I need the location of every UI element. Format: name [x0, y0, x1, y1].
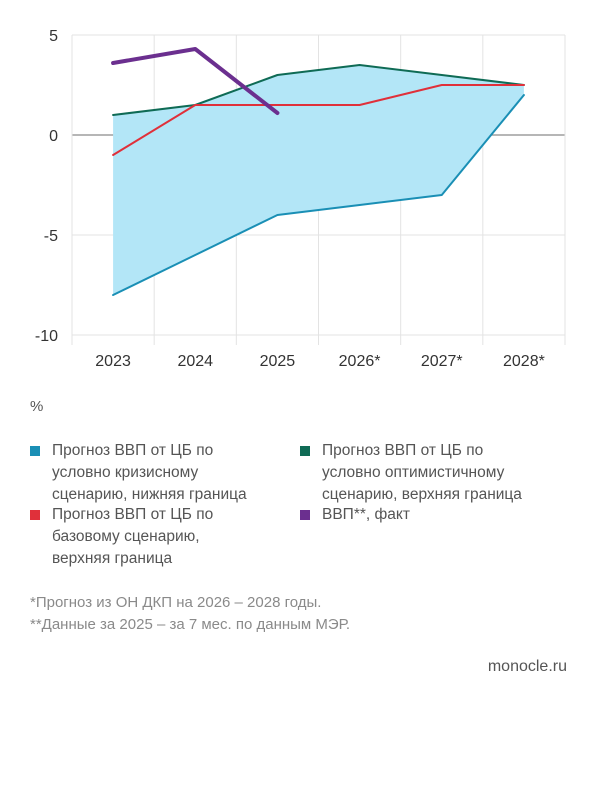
footnote-1: *Прогноз из ОН ДКП на 2026 – 2028 годы.	[30, 594, 322, 611]
x-tick-label: 2026*	[339, 353, 381, 370]
x-tick-label: 2024	[177, 353, 213, 370]
y-tick-label: 5	[49, 28, 58, 45]
footnote-2: **Данные за 2025 – за 7 мес. по данным М…	[30, 616, 351, 633]
x-tick-label: 2023	[95, 353, 131, 370]
legend-item-optimistic: Прогноз ВВП от ЦБ по условно оптимистичн…	[300, 440, 522, 506]
x-tick-label: 2028*	[503, 353, 545, 370]
y-axis-ticks: 5 0 -5 -10	[35, 28, 58, 345]
forecast-band-area	[113, 65, 524, 295]
legend-item-crisis: Прогноз ВВП от ЦБ по условно кризисному …	[30, 440, 247, 506]
legend-label: Прогноз ВВП от ЦБ по условно оптимистичн…	[322, 442, 522, 503]
y-tick-label: 0	[49, 128, 58, 145]
footnotes: *Прогноз из ОН ДКП на 2026 – 2028 годы. …	[30, 592, 350, 636]
legend-label: ВВП**, факт	[322, 506, 410, 523]
legend-swatch	[30, 510, 40, 520]
forecast-band	[113, 65, 524, 295]
legend-swatch	[300, 446, 310, 456]
unit-label: %	[30, 398, 44, 415]
series-line-crisis-lower	[112, 94, 525, 296]
y-tick-label: -10	[35, 328, 58, 345]
y-tick-label: -5	[44, 228, 58, 245]
gdp-chart: 5 0 -5 -10 2023 2024 2025 2026* 2027* 2028*	[35, 28, 566, 370]
series-line-optimistic-upper	[112, 64, 525, 116]
x-axis-ticks: 2023 2024 2025 2026* 2027* 2028*	[95, 353, 545, 370]
legend-label: Прогноз ВВП от ЦБ по условно кризисному …	[52, 442, 247, 503]
x-tick-label: 2027*	[421, 353, 463, 370]
legend-swatch	[30, 446, 40, 456]
chart-lines	[111, 47, 525, 296]
series-line-gdp-fact	[111, 47, 280, 115]
legend-label: Прогноз ВВП от ЦБ по базовому сценарию, …	[52, 506, 214, 567]
source-label: monocle.ru	[487, 658, 567, 675]
legend-item-base: Прогноз ВВП от ЦБ по базовому сценарию, …	[30, 504, 213, 570]
x-tick-label: 2025	[260, 353, 296, 370]
legend-item-fact: ВВП**, факт	[300, 504, 410, 526]
legend-swatch	[300, 510, 310, 520]
series-line-base-upper	[112, 84, 525, 156]
